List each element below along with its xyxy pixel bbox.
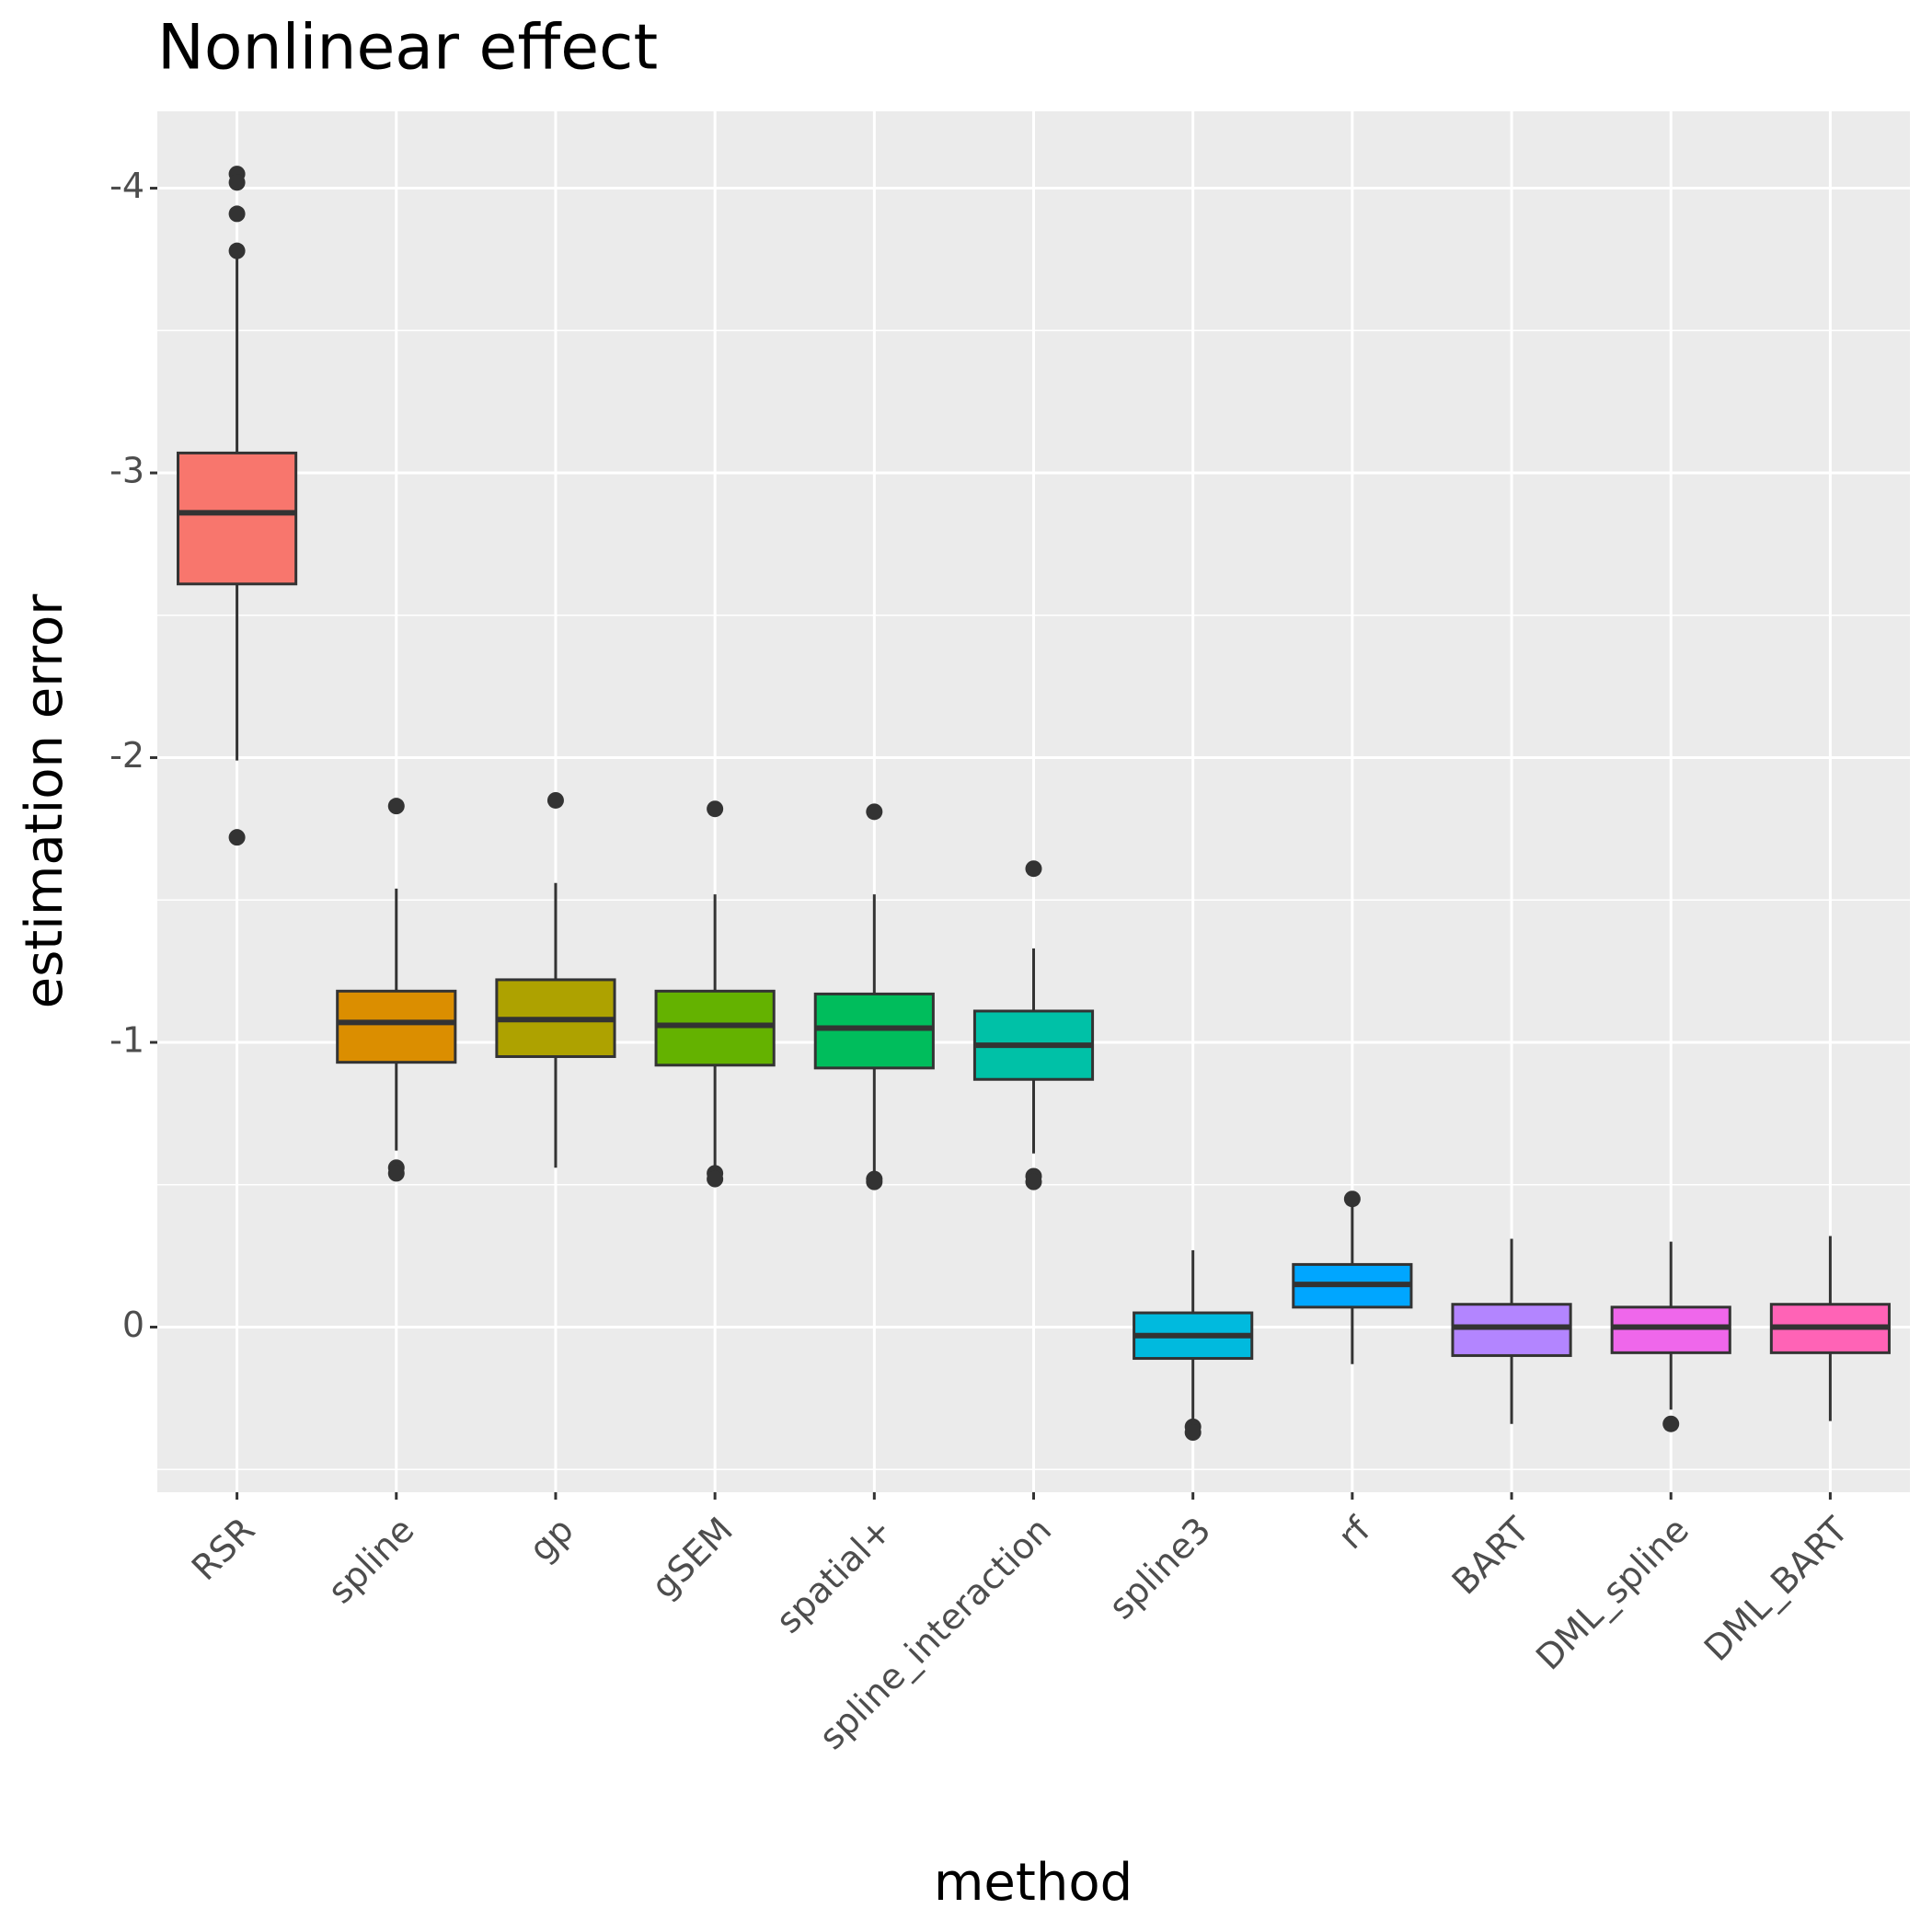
box (1451, 1303, 1572, 1357)
x-tick-label: RSR (184, 1510, 263, 1589)
outlier (866, 1173, 883, 1190)
y-tick-label: 0 (122, 1305, 144, 1345)
x-tick-label: spatial+ (768, 1510, 900, 1641)
x-tick-label: DML_spline (1528, 1510, 1696, 1678)
box (1610, 1305, 1731, 1354)
y-tick-label: -3 (109, 451, 144, 491)
x-tick-label: rf (1330, 1509, 1379, 1558)
outlier (1343, 1190, 1361, 1208)
y-tick-label: -1 (109, 1020, 144, 1061)
box (654, 989, 776, 1067)
outlier (707, 800, 724, 818)
x-tick-label: BART (1444, 1509, 1538, 1603)
outlier (707, 1170, 724, 1188)
box (813, 992, 935, 1070)
outlier (387, 798, 405, 815)
outlier (866, 803, 883, 821)
outlier (228, 205, 246, 223)
x-tick-label: DML_BART (1696, 1509, 1857, 1669)
x-axis-title: method (934, 1853, 1133, 1913)
y-tick-label: -2 (109, 735, 144, 776)
y-axis-title: estimation error (15, 593, 75, 1009)
outlier (1025, 860, 1042, 878)
x-tick-label: spline (320, 1510, 422, 1612)
outlier (1662, 1415, 1680, 1432)
box (177, 451, 298, 586)
outlier (228, 242, 246, 259)
x-tick-label: spline3 (1101, 1510, 1219, 1627)
outlier (1184, 1424, 1202, 1442)
outlier (228, 829, 246, 846)
outlier (546, 791, 564, 809)
chart-title: Nonlinear effect (157, 12, 658, 85)
outlier (1025, 1173, 1042, 1190)
x-tick-label: gp (522, 1510, 581, 1570)
outlier (387, 1165, 405, 1182)
y-tick-label: -4 (109, 166, 144, 206)
box (336, 989, 457, 1064)
outlier (228, 174, 246, 191)
x-tick-label: gSEM (644, 1510, 741, 1606)
